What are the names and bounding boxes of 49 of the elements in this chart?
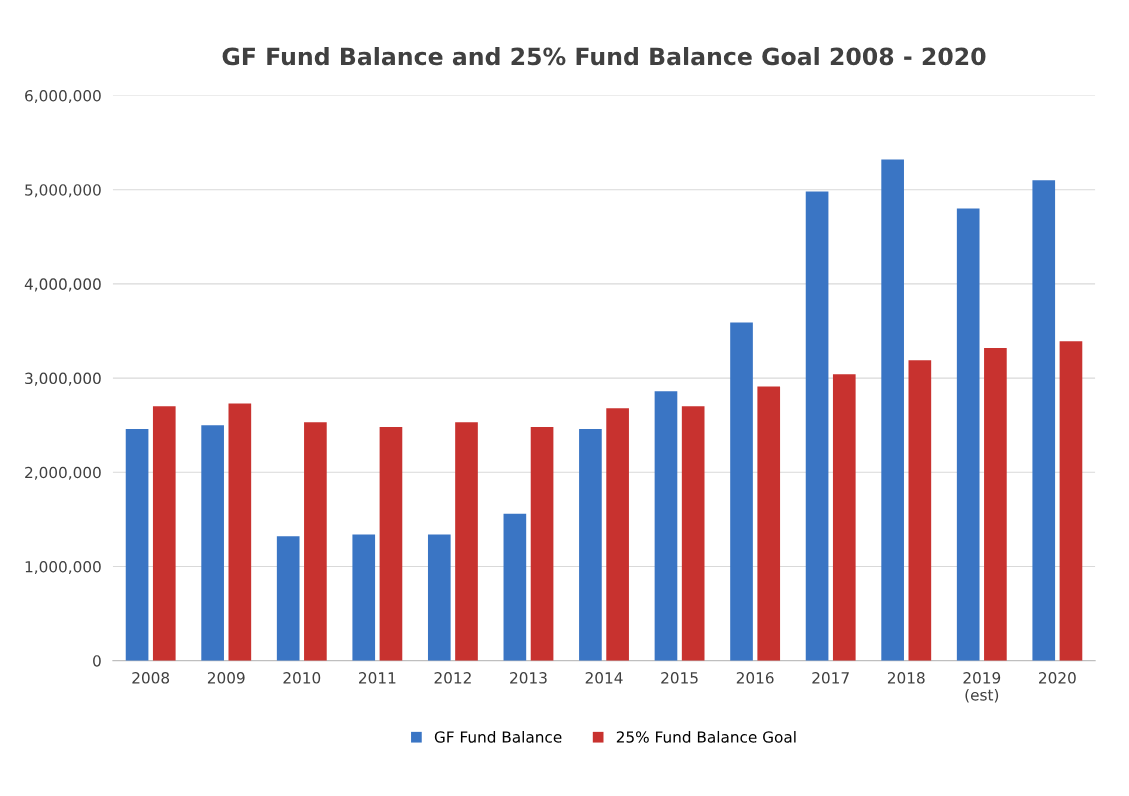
bar — [956, 208, 980, 661]
chart-title: GF Fund Balance and 25% Fund Balance Goal 2008 - 2020 — [222, 47, 986, 66]
x-tick-label: 2012 — [434, 672, 471, 684]
bar — [530, 427, 554, 661]
y-tick-label: 0 — [93, 655, 101, 667]
x-tick-label: 2008 — [132, 672, 170, 684]
bar — [606, 408, 629, 661]
bar — [908, 360, 932, 661]
x-tick-label: 2018 — [887, 672, 925, 684]
y-tick-label: 5,000,000 — [25, 184, 101, 198]
legend-label: 25% Fund Balance Goal — [616, 730, 796, 743]
bar — [805, 191, 829, 661]
bar — [152, 406, 176, 661]
bar — [379, 427, 403, 661]
bar — [503, 513, 527, 661]
x-tick-label: 2013 — [510, 672, 547, 684]
bar — [455, 422, 478, 661]
x-tick-label: 2010 — [283, 672, 321, 684]
bar — [276, 536, 300, 661]
bar — [304, 422, 327, 661]
bar — [352, 534, 376, 661]
x-tick-label: 2011 — [359, 672, 396, 684]
bar — [125, 428, 149, 661]
bar — [757, 386, 781, 661]
bar — [832, 374, 856, 661]
bar — [228, 403, 252, 661]
y-tick-label: 6,000,000 — [25, 89, 101, 104]
x-tick-label: 2014 — [585, 672, 623, 684]
legend-label: GF Fund Balance — [434, 730, 562, 743]
bar — [1032, 180, 1056, 661]
bar — [1059, 341, 1083, 661]
bar — [681, 406, 705, 661]
x-tick-label: 2016 — [736, 672, 774, 684]
bar — [730, 322, 753, 661]
bar — [984, 347, 1007, 661]
x-tick-label: 2009 — [207, 672, 245, 684]
x-tick-label: 2020 — [1039, 672, 1076, 684]
y-tick-label: 1,000,000 — [25, 560, 101, 575]
bar — [654, 391, 678, 661]
y-tick-label: 2,000,000 — [25, 466, 101, 480]
x-tick-label: 2017 — [812, 672, 849, 684]
bar — [427, 534, 451, 661]
x-tick-label: 2015 — [661, 672, 698, 684]
bar — [579, 428, 602, 661]
x-tick-label: 2019 (est) — [963, 672, 1001, 703]
y-tick-label: 3,000,000 — [25, 372, 101, 386]
bar — [201, 425, 224, 661]
bar — [881, 159, 904, 661]
y-tick-label: 4,000,000 — [24, 278, 101, 292]
